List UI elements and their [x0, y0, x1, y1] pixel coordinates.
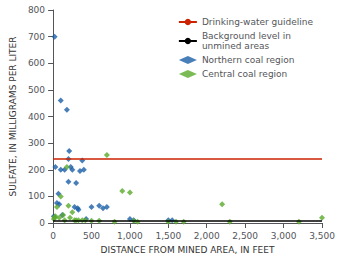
svg-text:500: 500 — [83, 231, 100, 241]
svg-text:300: 300 — [28, 138, 45, 148]
svg-text:0: 0 — [39, 218, 45, 228]
svg-text:3,500: 3,500 — [309, 231, 335, 241]
svg-text:2,500: 2,500 — [232, 231, 258, 241]
svg-text:Background level in: Background level in — [202, 31, 291, 41]
svg-text:Central coal region: Central coal region — [202, 69, 287, 79]
svg-text:800: 800 — [28, 5, 45, 15]
svg-text:2,000: 2,000 — [194, 231, 220, 241]
svg-text:Drinking-water guideline: Drinking-water guideline — [202, 17, 314, 27]
svg-text:unmined areas: unmined areas — [202, 41, 270, 51]
svg-text:Northern coal region: Northern coal region — [202, 55, 295, 65]
svg-text:DISTANCE FROM MINED AREA, IN F: DISTANCE FROM MINED AREA, IN FEET — [101, 245, 275, 255]
svg-text:SULFATE, IN MILLIGRAMS PER LIT: SULFATE, IN MILLIGRAMS PER LITER — [8, 36, 18, 196]
svg-text:3,000: 3,000 — [271, 231, 297, 241]
svg-text:600: 600 — [28, 58, 45, 68]
svg-text:0: 0 — [50, 231, 56, 241]
svg-text:500: 500 — [28, 85, 45, 95]
svg-text:400: 400 — [28, 112, 45, 122]
svg-text:100: 100 — [28, 191, 45, 201]
svg-text:1,000: 1,000 — [117, 231, 143, 241]
svg-text:200: 200 — [28, 165, 45, 175]
svg-text:700: 700 — [28, 32, 45, 42]
svg-text:1,500: 1,500 — [155, 231, 181, 241]
